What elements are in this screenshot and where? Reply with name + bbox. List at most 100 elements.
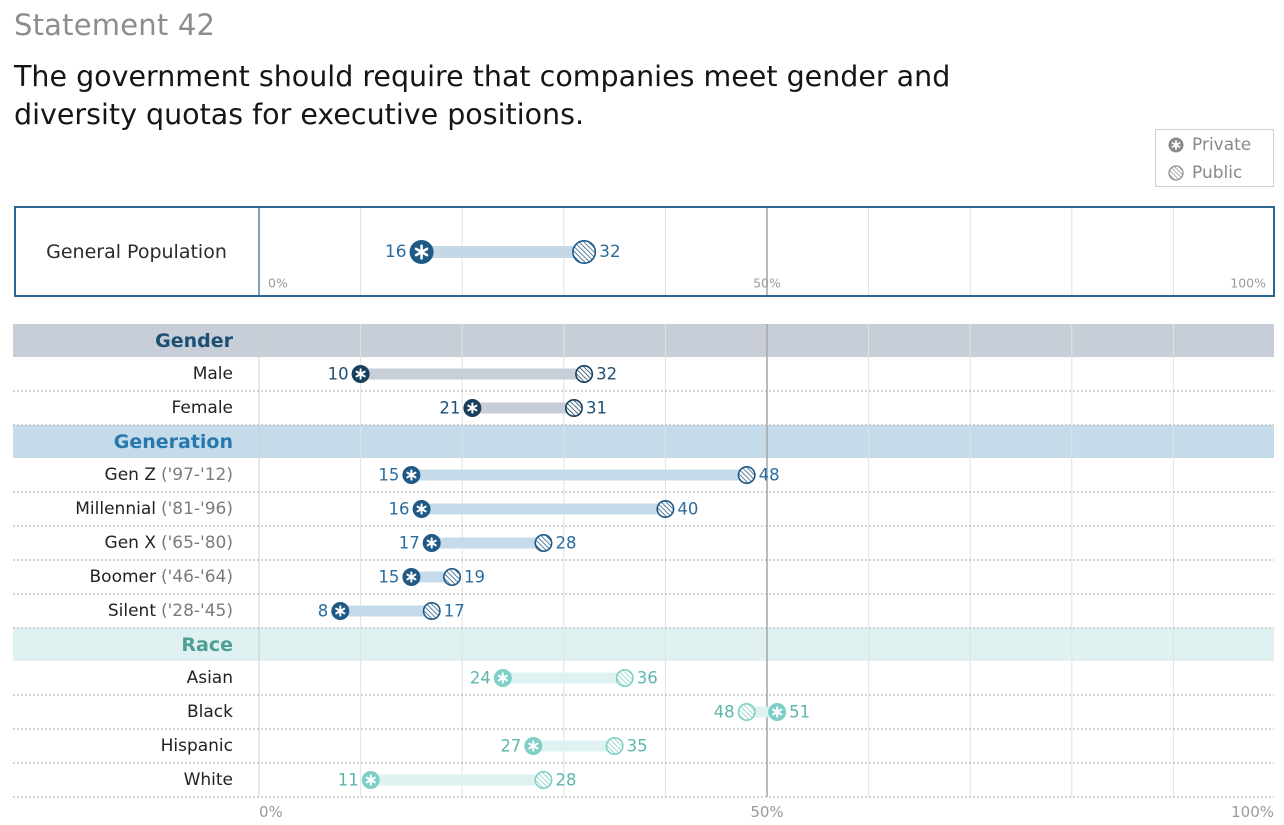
value-label-right: 19 [464, 568, 485, 587]
star-glyph [467, 402, 478, 414]
value-label-right: 28 [555, 534, 576, 553]
value-label-left: 16 [385, 242, 407, 262]
group-band-generation [13, 425, 1274, 458]
public-marker [737, 702, 756, 721]
value-label-right: 40 [677, 500, 698, 519]
legend-label-private: Private [1192, 135, 1252, 155]
row-label-years: ('97-'12) [160, 465, 233, 485]
group-title: Generation [113, 430, 233, 453]
axis-tick-label: 100% [1231, 803, 1274, 821]
value-label-right: 51 [789, 703, 810, 722]
public-marker [605, 736, 624, 755]
row-label: Asian [13, 661, 233, 695]
row-label: Gen Z ('97-'12) [13, 458, 233, 492]
group-title: Race [181, 633, 233, 656]
star-glyph [335, 605, 346, 617]
public-marker [737, 465, 756, 484]
range-bar [421, 246, 585, 258]
value-label-right: 32 [599, 242, 621, 262]
general-population-label: General Population [46, 240, 227, 263]
public-marker [534, 770, 553, 789]
row-label-text: Boomer [89, 567, 156, 587]
legend-item-public: Public [1168, 163, 1242, 183]
row-label-text: Millennial [75, 499, 156, 519]
hatched-circle-icon [1168, 165, 1184, 181]
axis-tick-label: 50% [750, 803, 783, 821]
value-label-right: 48 [759, 466, 780, 485]
tick-label: 100% [1230, 276, 1266, 291]
value-label-right: 31 [586, 399, 607, 418]
range-bar [472, 402, 574, 414]
group-band-gender [13, 324, 1274, 357]
range-bar [411, 469, 747, 481]
value-label-right: 36 [637, 669, 658, 688]
row-label-years: ('46-'64) [160, 567, 233, 587]
row-label-years: ('65-'80) [160, 533, 233, 553]
range-bar [502, 672, 625, 684]
star-circle-icon [1168, 137, 1184, 153]
value-label-left: 24 [470, 669, 491, 688]
row-label-years: ('28-'45) [160, 601, 233, 621]
row-label-text: Gen Z [104, 465, 156, 485]
row-label-text: Hispanic [160, 736, 233, 756]
range-bar [411, 571, 453, 583]
row-label-text: Female [171, 398, 233, 418]
public-marker [564, 398, 583, 417]
row-label: Gen X ('65-'80) [13, 526, 233, 560]
value-label-left: 16 [389, 500, 410, 519]
legend-item-private: Private [1168, 135, 1251, 155]
group-band-race [13, 628, 1274, 661]
star-glyph [406, 571, 417, 583]
value-label-right: 32 [596, 365, 617, 384]
range-bar [360, 368, 585, 380]
row-label-years: ('81-'96) [160, 499, 233, 519]
row-label: Female [13, 391, 233, 425]
tick-label: 50% [753, 276, 781, 291]
row-label: Silent ('28-'45) [13, 594, 233, 628]
row-label: Hispanic [13, 729, 233, 763]
row-label-text: White [183, 770, 233, 790]
row-label-text: Male [192, 364, 233, 384]
value-label-left: 27 [500, 737, 521, 756]
legend-label-public: Public [1192, 163, 1243, 183]
star-glyph [772, 706, 783, 718]
star-glyph [528, 740, 539, 752]
range-bar [746, 706, 778, 718]
value-label-left: 15 [378, 466, 399, 485]
public-marker [572, 240, 597, 265]
value-label-left: 48 [714, 703, 735, 722]
row-label: White [13, 763, 233, 797]
row-label-text: Black [187, 702, 233, 722]
public-marker [615, 668, 634, 687]
value-label-left: 21 [439, 399, 460, 418]
public-marker [443, 567, 462, 586]
star-glyph [416, 503, 427, 515]
tick-label: 0% [268, 276, 288, 291]
row-label: Millennial ('81-'96) [13, 492, 233, 526]
value-label-right: 35 [627, 737, 648, 756]
star-glyph [497, 672, 508, 684]
value-label-left: 8 [318, 602, 329, 621]
axis-tick-label: 0% [259, 803, 283, 821]
value-label-right: 17 [444, 602, 465, 621]
star-glyph [355, 368, 366, 380]
row-label-text: Gen X [104, 533, 156, 553]
range-bar [533, 740, 615, 752]
star-glyph [414, 244, 429, 260]
row-label: Male [13, 357, 233, 391]
row-label-text: Asian [186, 668, 233, 688]
public-marker [575, 364, 594, 383]
group-title: Gender [155, 329, 233, 352]
value-label-left: 17 [399, 534, 420, 553]
row-label: Black [13, 695, 233, 729]
value-label-right: 28 [555, 771, 576, 790]
public-marker [656, 499, 675, 518]
public-marker [534, 533, 553, 552]
star-glyph [365, 774, 376, 786]
question-title: The government should require that compa… [14, 60, 951, 131]
legend: Private Public [1155, 129, 1274, 187]
range-bar [421, 503, 666, 515]
value-label-left: 11 [338, 771, 359, 790]
public-marker [422, 601, 441, 620]
